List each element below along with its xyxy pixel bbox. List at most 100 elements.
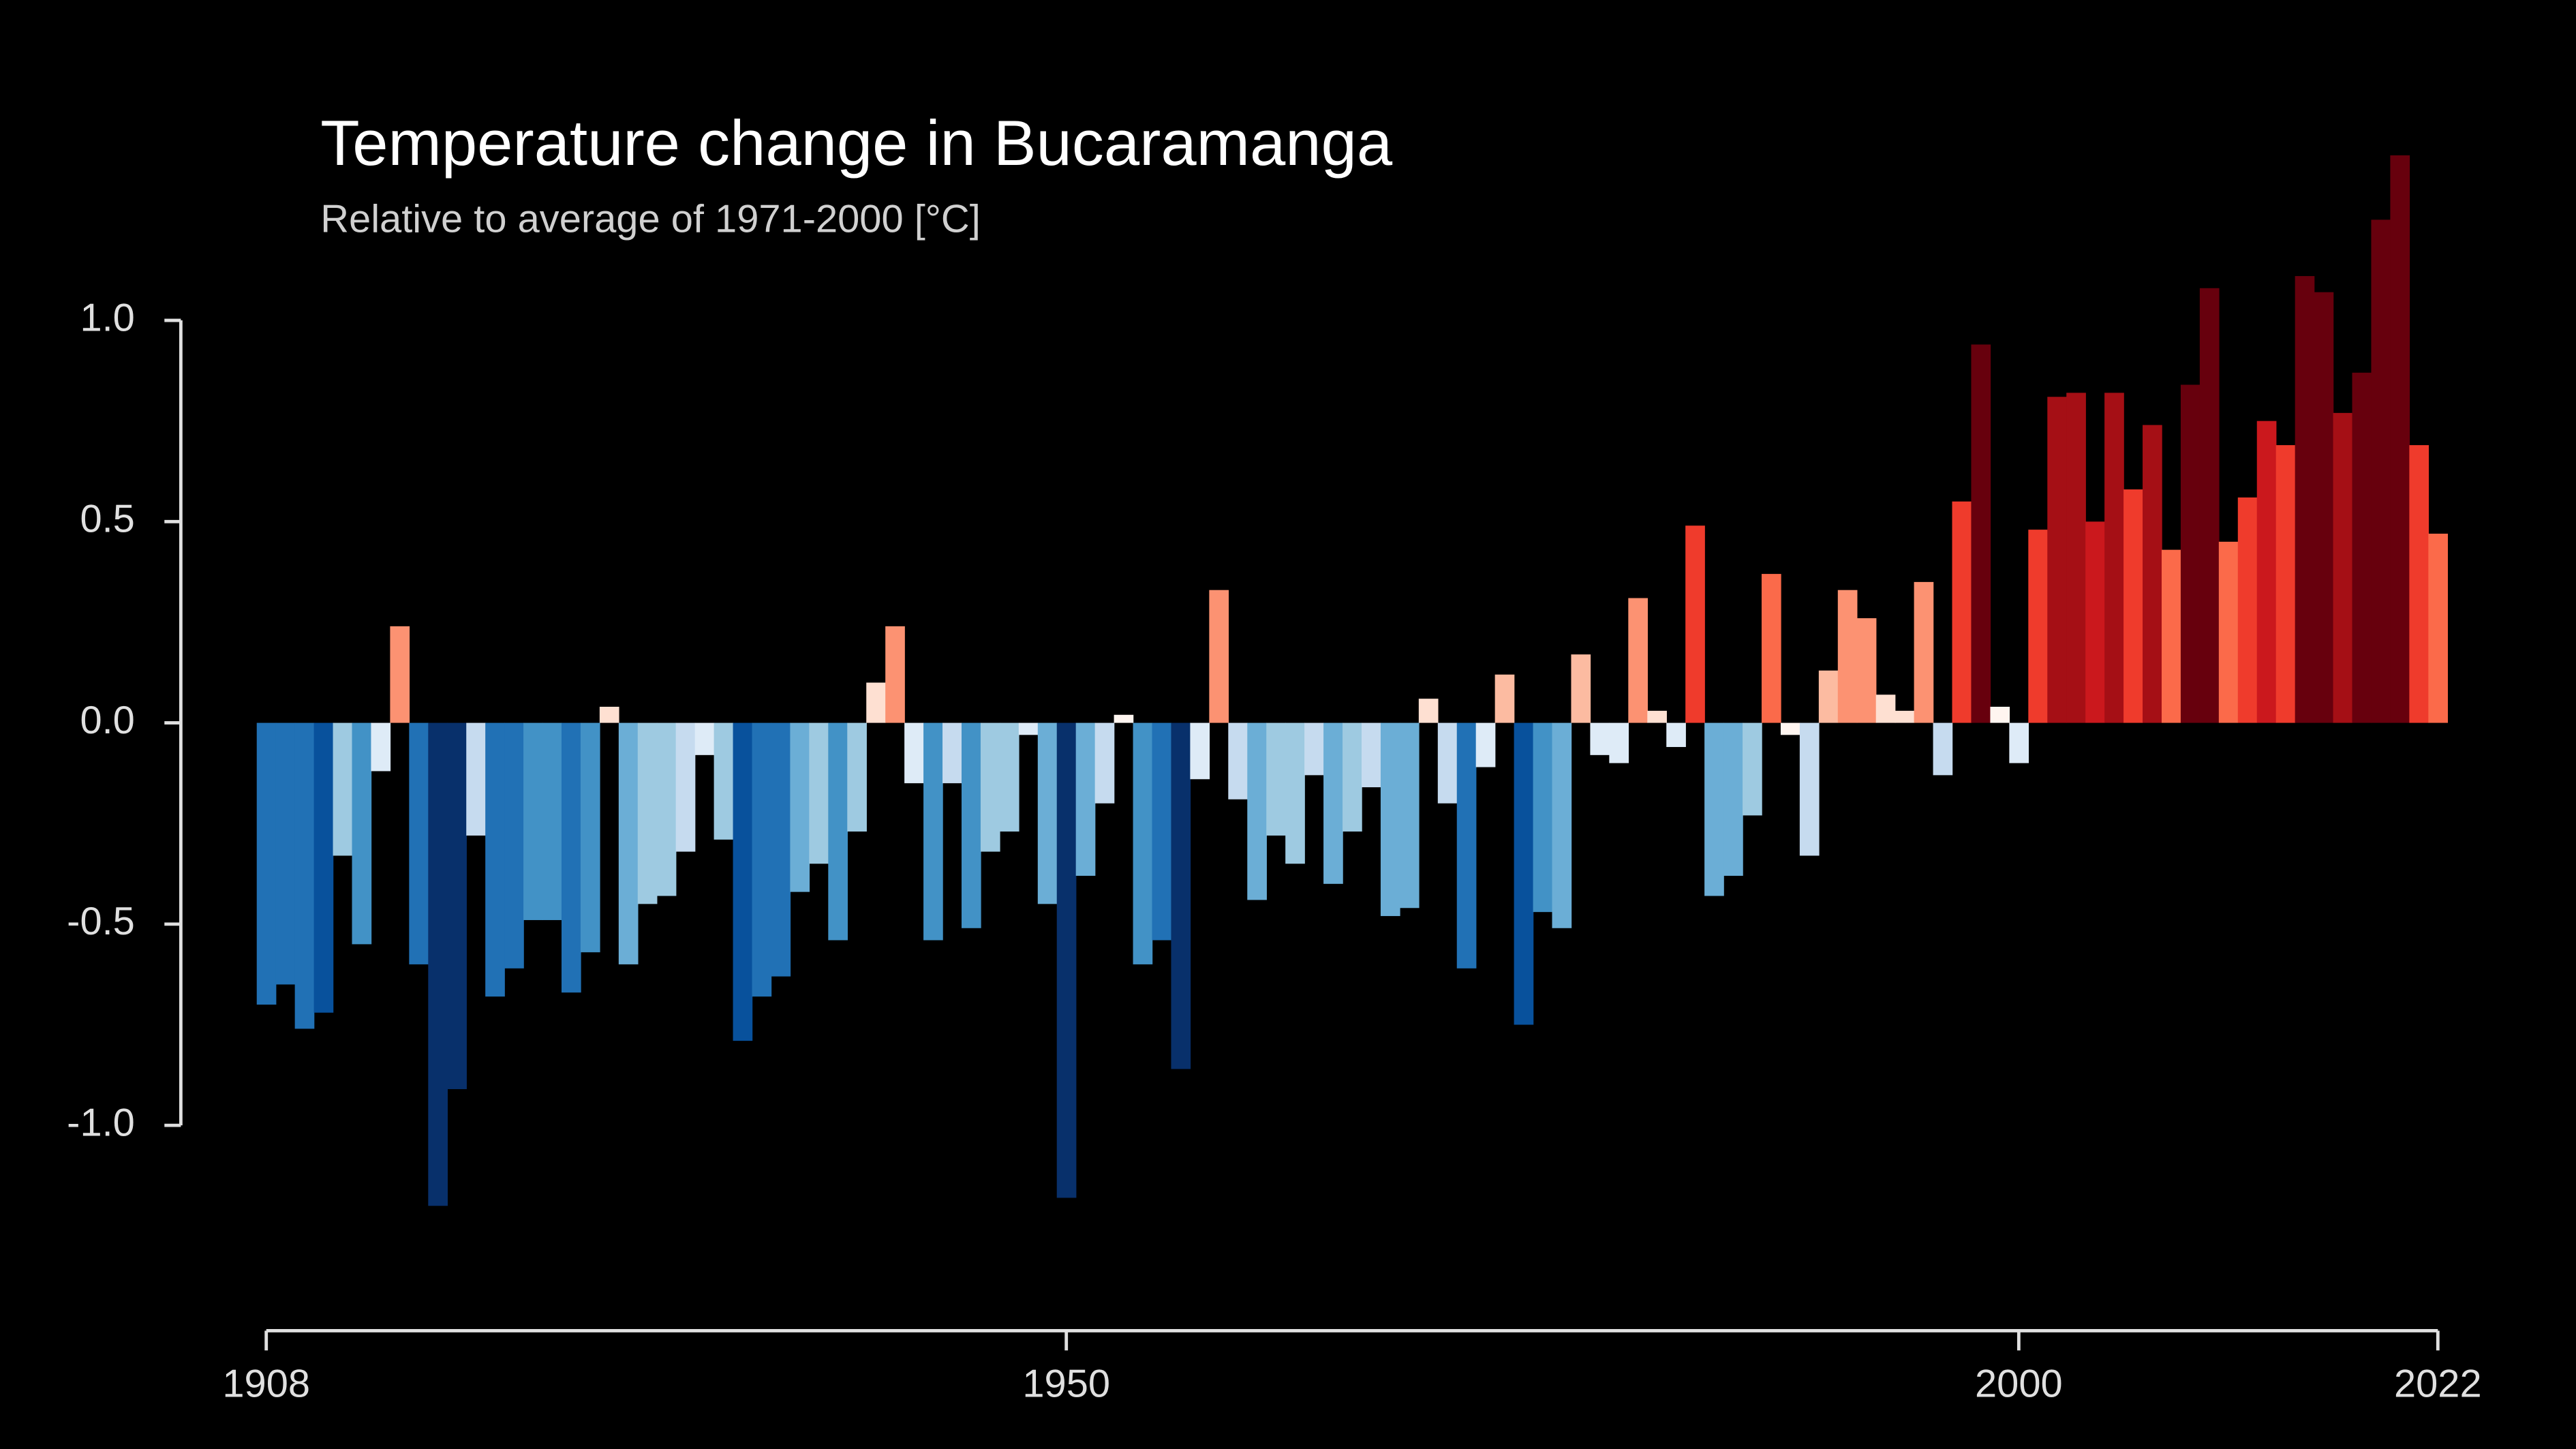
bar: [1895, 710, 1915, 723]
bar: [599, 706, 619, 723]
bar: [313, 722, 334, 1013]
bar: [1056, 722, 1077, 1198]
bar: [1380, 722, 1400, 917]
bar: [352, 722, 372, 945]
chart-subtitle: Relative to average of 1971-2000 [°C]: [320, 198, 981, 241]
bar: [2143, 425, 2162, 723]
bar: [2275, 445, 2296, 723]
bar: [1494, 674, 1515, 723]
bar: [1761, 574, 1781, 723]
bar: [1037, 722, 1058, 904]
bar: [1133, 722, 1153, 964]
bar: [2256, 421, 2277, 723]
bar: [694, 722, 715, 755]
bar: [714, 722, 734, 840]
bar: [1685, 525, 1705, 723]
bar: [1856, 618, 1877, 723]
bar: [771, 722, 791, 977]
bar: [2009, 722, 2029, 763]
bar: [980, 722, 1000, 852]
bar: [542, 722, 562, 920]
bar: [1418, 699, 1439, 723]
bar: [1647, 710, 1667, 723]
y-tick-label: 0.0: [80, 699, 134, 742]
bar: [1075, 722, 1096, 876]
bar: [1323, 722, 1343, 884]
bar: [1437, 722, 1458, 804]
bar: [2295, 276, 2315, 723]
bar: [2409, 445, 2429, 723]
bar: [1914, 581, 1934, 723]
bar: [2333, 412, 2353, 723]
bar: [1399, 722, 1420, 909]
bar: [1304, 722, 1324, 776]
bar: [675, 722, 696, 852]
bar: [390, 626, 410, 723]
bar: [2104, 393, 2124, 723]
bar: [580, 722, 600, 953]
bar: [504, 722, 524, 968]
bar: [2237, 497, 2258, 723]
bar: [2314, 292, 2334, 723]
bar: [371, 722, 391, 772]
bar: [2123, 489, 2143, 723]
bar: [656, 722, 677, 896]
bar: [1266, 722, 1286, 836]
bar: [942, 722, 962, 784]
bar: [1933, 722, 1953, 776]
chart-title: Temperature change in Bucaramanga: [320, 107, 1393, 179]
bar: [1343, 722, 1362, 832]
bar: [1990, 706, 2010, 723]
bar: [1971, 344, 1991, 723]
bar: [1152, 722, 1172, 941]
bar: [1875, 695, 1896, 723]
y-tick-label: -0.5: [67, 900, 135, 943]
bar: [885, 626, 905, 723]
bar: [523, 722, 543, 920]
x-tick-label: 2000: [1975, 1362, 2063, 1406]
bar: [1018, 722, 1039, 735]
bar: [1552, 722, 1572, 928]
bar: [733, 722, 753, 1041]
bar: [333, 722, 353, 856]
bar: [828, 722, 848, 941]
bar: [1285, 722, 1305, 864]
bar: [1952, 501, 1972, 723]
y-tick-label: 0.5: [80, 498, 134, 541]
bar: [2218, 541, 2239, 723]
bar: [294, 722, 315, 1029]
x-tick-label: 2022: [2394, 1362, 2482, 1406]
bar: [1571, 654, 1591, 723]
y-tick-label: 1.0: [80, 296, 134, 339]
bar: [904, 722, 924, 784]
bar: [923, 722, 943, 941]
bar: [409, 722, 429, 964]
bar: [2199, 288, 2220, 723]
bar: [1456, 722, 1477, 968]
bar: [637, 722, 658, 904]
bar: [1171, 722, 1191, 1069]
bar: [2180, 384, 2201, 723]
bar: [2428, 534, 2449, 723]
bar: [1780, 722, 1800, 735]
bar: [1590, 722, 1610, 755]
bar: [1818, 670, 1839, 723]
bar: [428, 722, 448, 1206]
bar: [1361, 722, 1381, 788]
bar: [275, 722, 296, 985]
bar: [1743, 722, 1762, 816]
bar: [1209, 590, 1229, 723]
bar: [1533, 722, 1553, 913]
bar: [2066, 393, 2086, 723]
bar: [1799, 722, 1820, 856]
bar: [1609, 722, 1629, 763]
bar: [809, 722, 829, 864]
bar: [1228, 722, 1248, 799]
bar: [466, 722, 486, 836]
bar: [2352, 372, 2372, 723]
bar: [485, 722, 505, 997]
bar: [999, 722, 1019, 832]
bar: [1514, 722, 1534, 1025]
